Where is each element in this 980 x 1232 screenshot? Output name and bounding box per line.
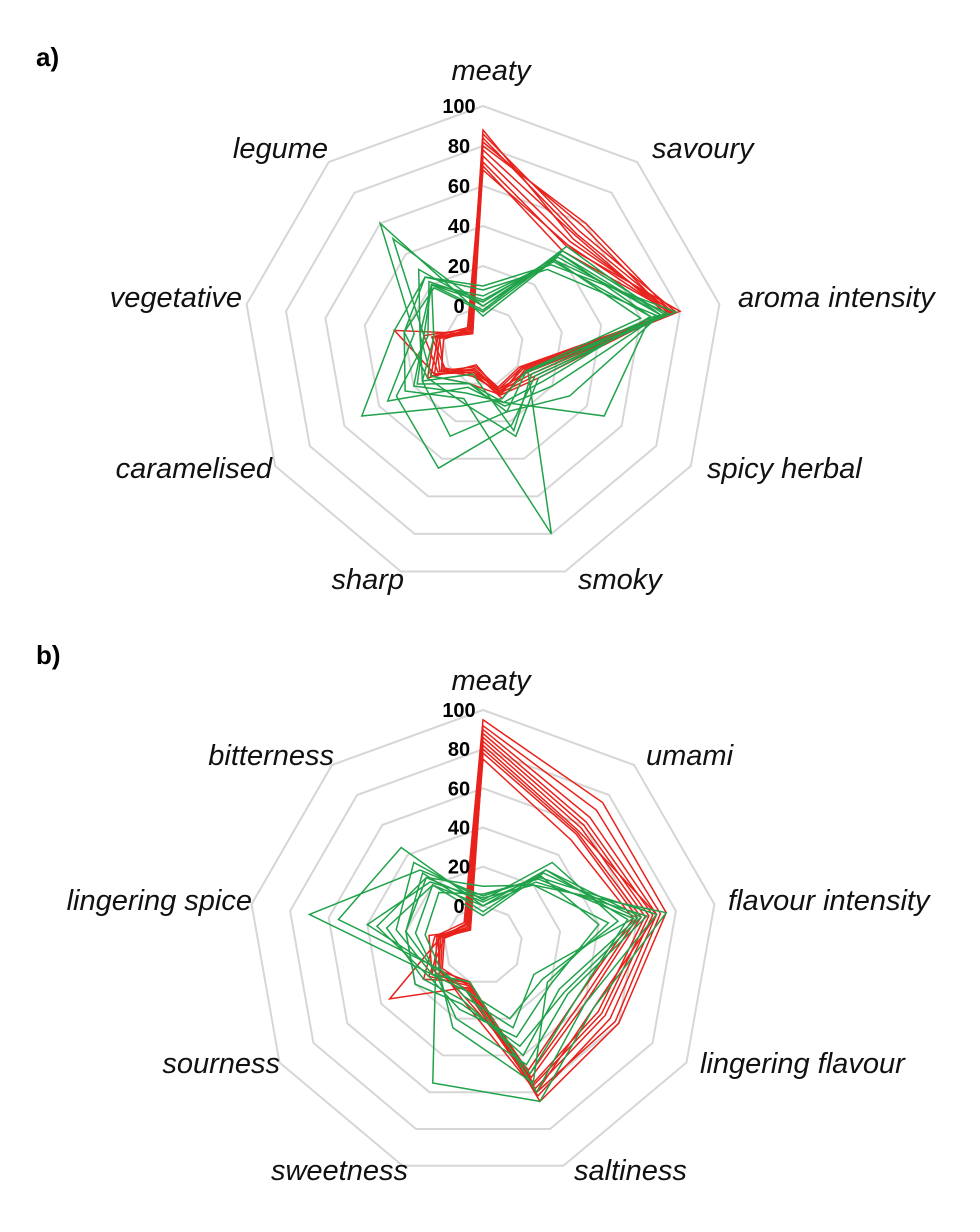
- axis-label-a-7: caramelised: [116, 453, 273, 485]
- series-b-15: [395, 861, 620, 1020]
- grid-ring: [245, 104, 721, 573]
- axis-label-a-1: meaty: [452, 55, 532, 87]
- axis-label-b-9: bitterness: [208, 740, 334, 772]
- radar-axis-labels-b: meaty umami flavour intensity lingering fla…: [67, 665, 931, 1187]
- series-a-20: [391, 236, 643, 413]
- series-a-19: [403, 253, 662, 438]
- tick-label-b-100: 100: [442, 700, 475, 722]
- grid-ring: [403, 264, 563, 423]
- series-b-14: [385, 872, 639, 1057]
- axis-label-b-2: umami: [646, 740, 735, 772]
- grid-ring: [289, 748, 677, 1130]
- series-a-16: [395, 259, 670, 470]
- axis-label-b-4: lingering flavour: [700, 1048, 906, 1080]
- tick-label-b-80: 80: [448, 739, 470, 761]
- series-a-18: [360, 264, 679, 417]
- radar-chart-b: b) 0 20 40 60 80 100 meaty umami flavour intens…: [36, 640, 931, 1187]
- grid-ring: [250, 708, 716, 1167]
- axis-label-a-5: smoky: [578, 564, 663, 596]
- grid-ring: [284, 144, 682, 535]
- series-b-19: [405, 869, 643, 1048]
- series-a-15: [421, 245, 662, 438]
- series-a-14: [403, 268, 659, 535]
- grid-ring: [442, 304, 524, 385]
- tick-label-b-60: 60: [448, 778, 470, 800]
- panel-label-b: b): [36, 640, 61, 670]
- tick-label-a-100: 100: [442, 96, 475, 118]
- axis-label-b-6: sweetness: [271, 1155, 408, 1187]
- tick-label-b-40: 40: [448, 818, 470, 840]
- series-b-12: [337, 846, 629, 1076]
- radar-chart-a: a) 0 20 40 60 80 100 meaty savoury aroma intens…: [36, 42, 936, 596]
- radar-grid-b: [250, 708, 716, 1167]
- tick-label-b-0: 0: [453, 896, 464, 918]
- radar-series-a: [360, 128, 682, 535]
- tick-label-b-20: 20: [448, 857, 470, 879]
- axis-label-b-3: flavour intensity: [728, 885, 931, 917]
- axis-label-a-6: sharp: [331, 564, 404, 596]
- axis-label-a-3: aroma intensity: [738, 282, 936, 314]
- radar-ticks-b: 0 20 40 60 80 100: [442, 700, 475, 918]
- axis-label-a-8: vegetative: [110, 282, 242, 314]
- series-b-16: [414, 881, 649, 1066]
- axis-label-b-8: lingering spice: [67, 885, 252, 917]
- axis-label-b-7: sourness: [162, 1048, 280, 1080]
- panel-label-a: a): [36, 42, 59, 72]
- axis-label-b-5: saltiness: [574, 1155, 687, 1187]
- axis-label-a-4: spicy herbal: [707, 453, 863, 485]
- grid-ring: [363, 224, 603, 460]
- grid-ring: [443, 904, 523, 983]
- series-b-18: [424, 878, 636, 1029]
- tick-label-a-60: 60: [448, 176, 470, 198]
- series-a-10: [430, 168, 672, 396]
- tick-label-a-0: 0: [453, 296, 464, 318]
- axis-label-a-2: savoury: [652, 133, 755, 165]
- tick-label-a-20: 20: [448, 256, 470, 278]
- series-b-13: [405, 876, 668, 1103]
- tick-label-a-40: 40: [448, 216, 470, 238]
- series-b-20: [365, 881, 610, 1085]
- radar-series-b: [307, 718, 668, 1103]
- radar-axis-labels-a: meaty savoury aroma intensity spicy herbal s…: [110, 55, 936, 596]
- axis-label-b-1: meaty: [452, 665, 532, 697]
- series-b-10: [437, 757, 635, 1072]
- radar-ticks-a: 0 20 40 60 80 100: [442, 96, 475, 318]
- axis-label-a-9: legume: [233, 133, 328, 165]
- tick-label-a-80: 80: [448, 136, 470, 158]
